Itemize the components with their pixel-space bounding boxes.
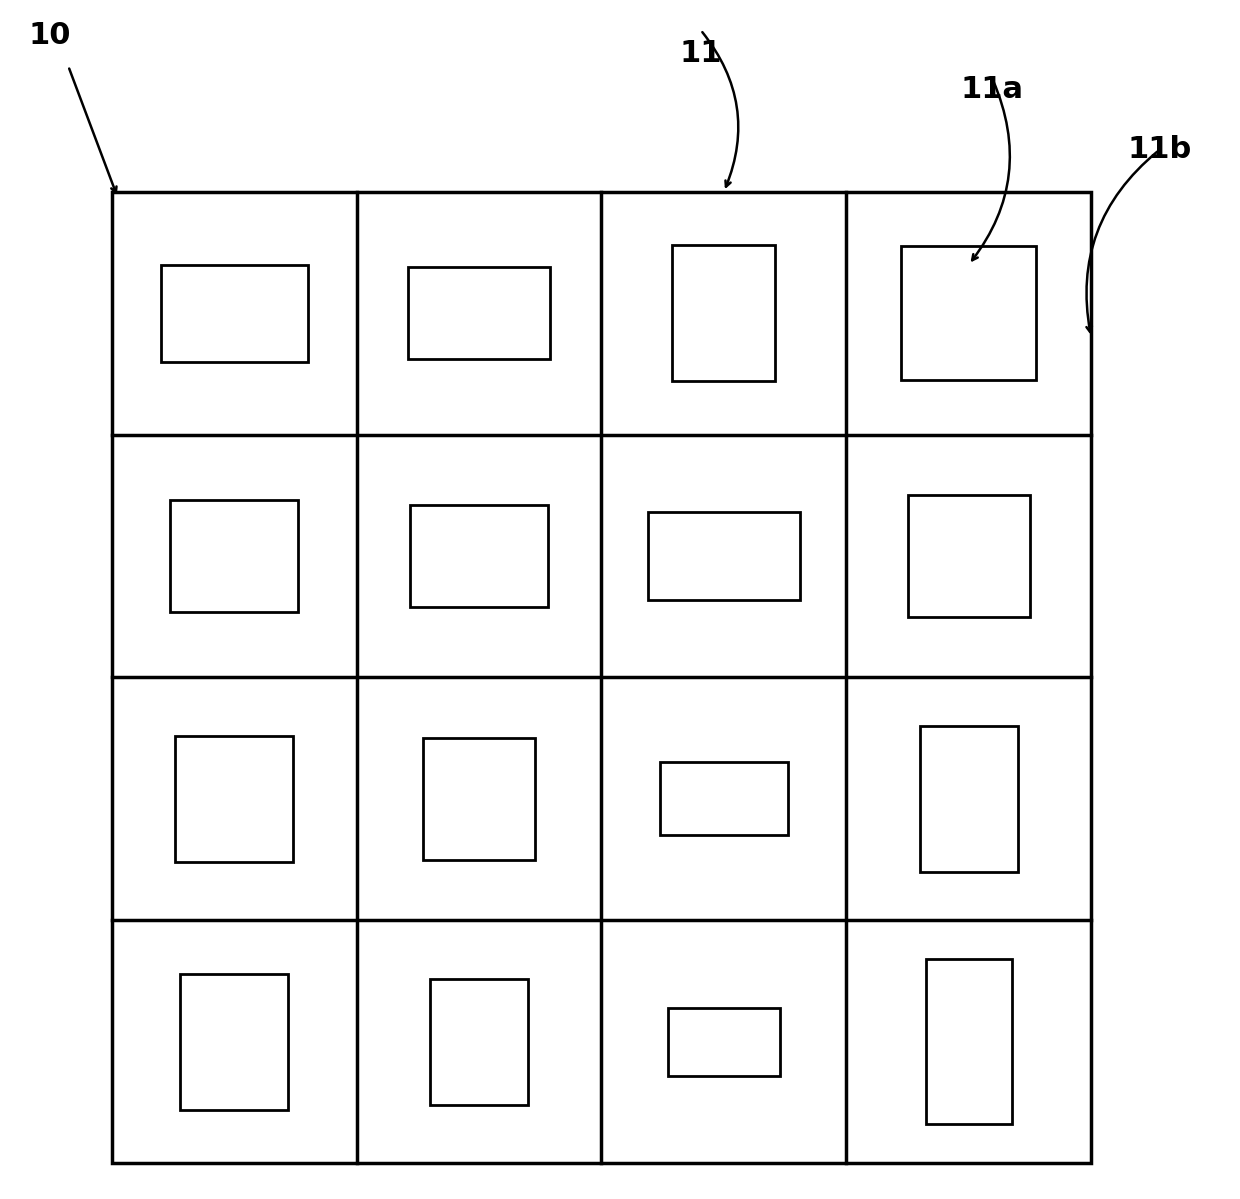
Bar	[423, 739, 536, 860]
Text: 11: 11	[680, 40, 722, 68]
Bar	[170, 500, 298, 611]
Bar	[410, 505, 548, 607]
Bar	[161, 265, 308, 362]
Bar	[649, 512, 800, 600]
Bar	[901, 247, 1037, 380]
Bar	[672, 246, 775, 381]
Bar	[408, 267, 551, 360]
Bar	[180, 974, 288, 1109]
Bar	[908, 495, 1030, 616]
Text: 10: 10	[29, 22, 71, 50]
Bar	[920, 727, 1018, 872]
Text: 11a: 11a	[961, 76, 1023, 104]
Bar	[667, 1007, 780, 1076]
Bar	[175, 736, 293, 862]
Bar	[430, 978, 528, 1104]
Bar	[660, 763, 787, 836]
Text: 11b: 11b	[1127, 135, 1192, 164]
Bar	[926, 959, 1012, 1125]
Bar	[112, 192, 1091, 1163]
